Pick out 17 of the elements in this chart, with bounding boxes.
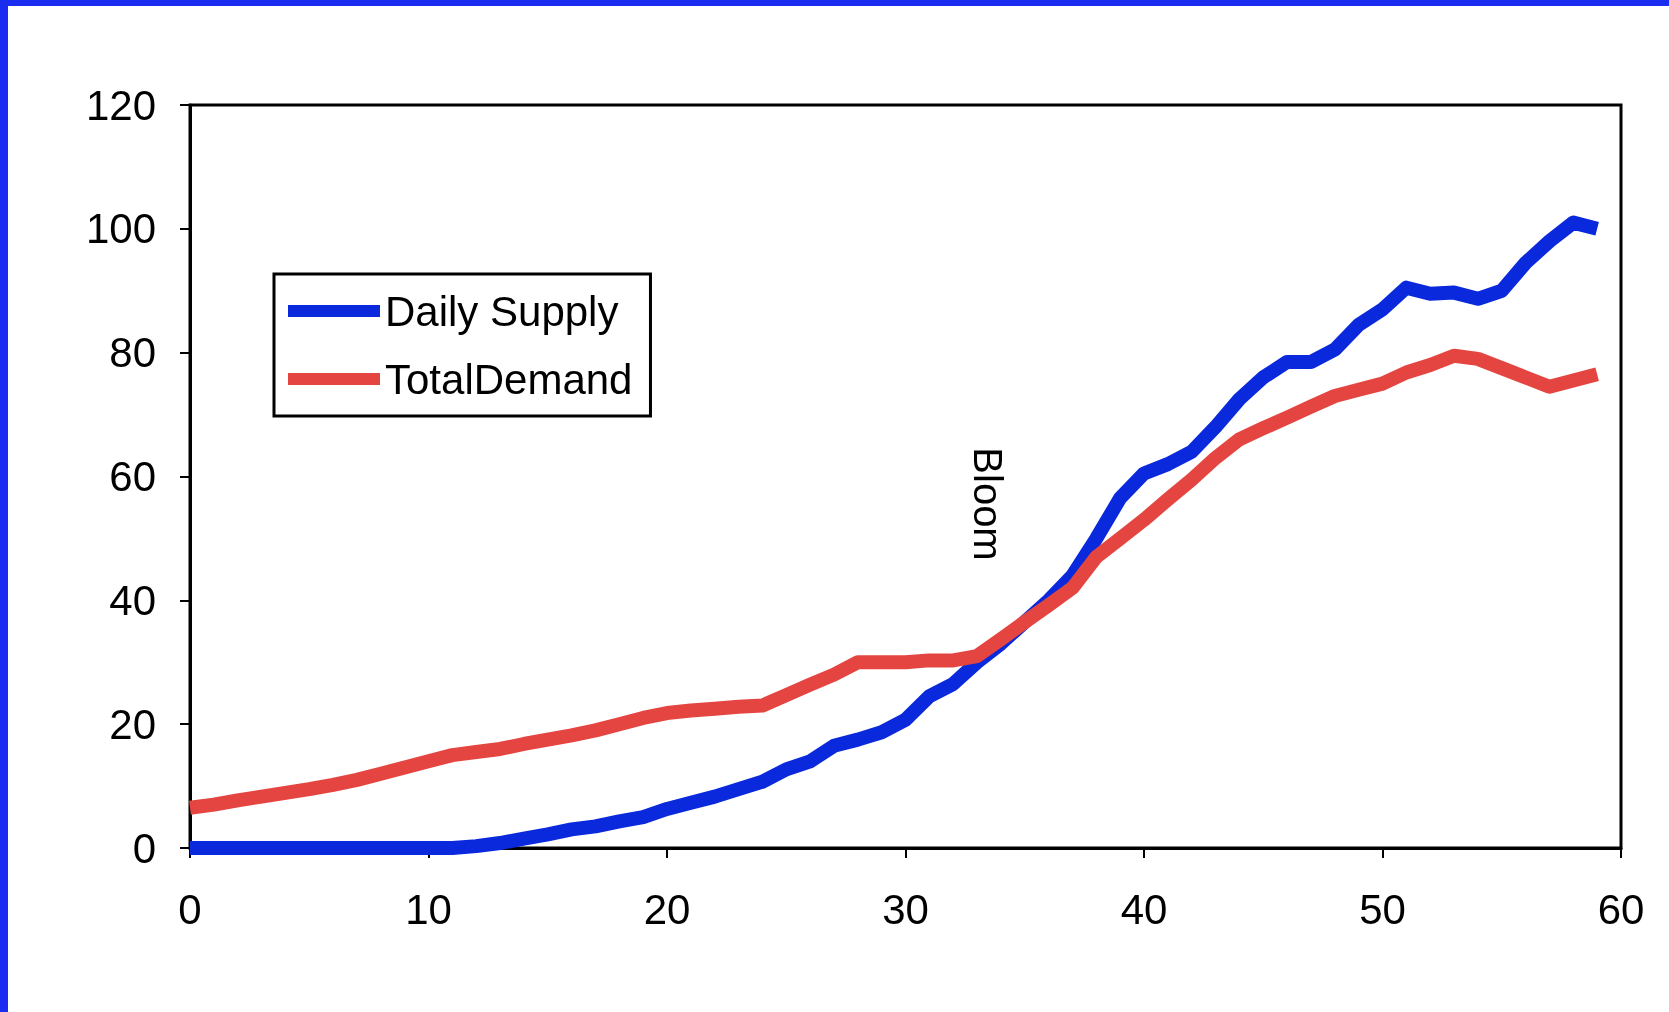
x-tick-label: 30 [882,885,929,933]
y-tick-label: 0 [132,824,156,872]
y-tick-label: 20 [109,700,156,748]
y-tick-label: 120 [85,81,156,129]
y-tick-label: 100 [85,205,156,253]
y-tick-label: 60 [109,453,156,500]
x-tick-label: 50 [1359,885,1406,933]
x-tick-label: 60 [1597,885,1645,933]
x-tick-label: 40 [1120,885,1168,933]
annotation: Bloom [966,447,1010,561]
x-tick-label: 10 [405,885,452,933]
legend-label: TotalDemand [385,355,633,403]
legend-label: Daily Supply [385,287,619,335]
y-tick-label: 80 [109,329,156,377]
x-tick-label: 0 [178,885,202,933]
x-tick-label: 20 [643,885,691,933]
y-tick-label: 40 [109,576,156,624]
